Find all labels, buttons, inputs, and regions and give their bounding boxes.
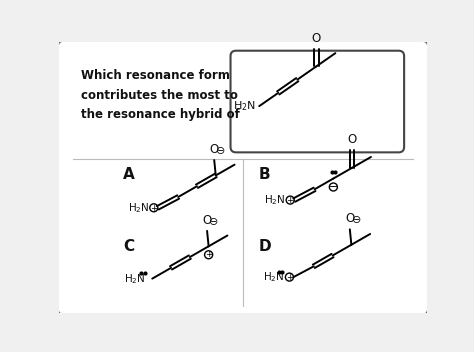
Text: ⊖: ⊖ — [210, 216, 219, 227]
Text: +: + — [286, 273, 293, 282]
Text: +: + — [150, 203, 157, 213]
Text: D: D — [258, 239, 271, 253]
Text: +: + — [205, 251, 212, 259]
Text: O: O — [345, 213, 355, 226]
Text: H$_2$N: H$_2$N — [263, 270, 285, 284]
Text: −: − — [328, 182, 338, 192]
Text: ⊖: ⊖ — [217, 146, 226, 156]
Text: B: B — [259, 167, 271, 182]
Text: +: + — [286, 196, 294, 205]
Text: H$_2$N: H$_2$N — [233, 99, 256, 113]
Text: H$_2$N: H$_2$N — [128, 201, 149, 215]
Text: H$_2$N: H$_2$N — [125, 272, 146, 285]
FancyBboxPatch shape — [58, 41, 428, 315]
Text: O: O — [347, 133, 357, 146]
Text: O: O — [312, 32, 321, 45]
Text: ⊖: ⊖ — [352, 215, 362, 225]
Text: Which resonance form
contributes the most to
the resonance hybrid of: Which resonance form contributes the mos… — [81, 69, 240, 121]
Text: O: O — [210, 143, 219, 156]
Text: C: C — [123, 239, 135, 253]
FancyBboxPatch shape — [230, 51, 404, 152]
Text: A: A — [123, 167, 135, 182]
Text: H$_2$N: H$_2$N — [264, 193, 285, 207]
Text: O: O — [202, 214, 212, 227]
